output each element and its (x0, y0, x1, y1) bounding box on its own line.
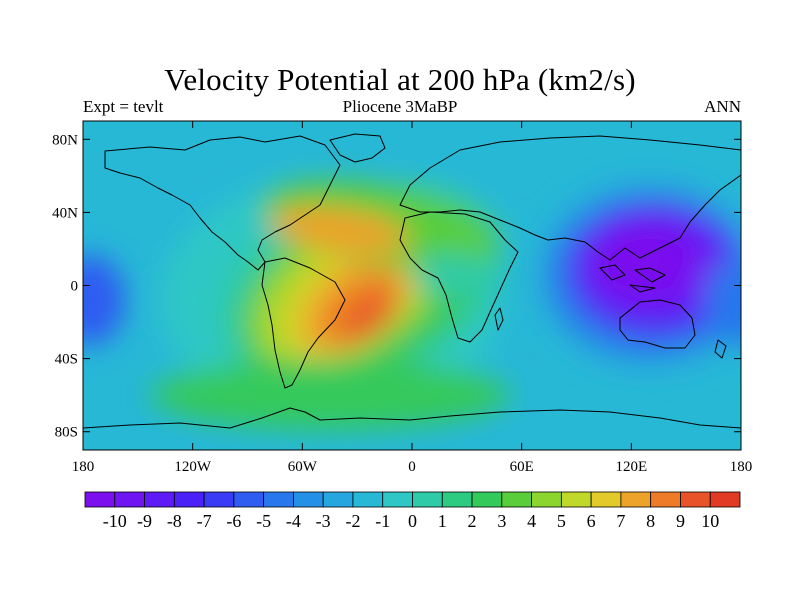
colorbar-label: 5 (557, 511, 566, 531)
colorbar-label: 1 (438, 511, 447, 531)
coastline-south-america (261, 257, 346, 389)
colorbar-swatch (709, 491, 741, 508)
colorbar-swatch (352, 491, 384, 508)
colorbar-swatch (173, 491, 205, 508)
x-tick-label: 120E (615, 459, 647, 475)
field-contour-neg-5 (600, 230, 690, 294)
field-contour-dateline-east (705, 255, 741, 345)
subtitle-experiment: Expt = tevlt (83, 97, 164, 116)
chart-title: Velocity Potential at 200 hPa (km2/s) (164, 62, 636, 97)
field-contour-africa-min (412, 253, 492, 297)
y-tick-label: 40N (52, 205, 78, 221)
colorbar-label: -7 (197, 511, 212, 531)
field-contour-pos-8 (344, 295, 396, 341)
colorbar-label: -5 (256, 511, 271, 531)
colorbar-label: 0 (408, 511, 417, 531)
colorbar-label: 3 (497, 511, 506, 531)
colorbar-label: -1 (375, 511, 390, 531)
field-contour-dateline-west (83, 255, 125, 345)
colorbar-label: -3 (316, 511, 331, 531)
colorbar-label: -8 (167, 511, 182, 531)
colorbar-label: 8 (646, 511, 655, 531)
colorbar-swatch (471, 491, 503, 508)
x-axis: 180 120W 60W 0 60E 120E 180 (72, 121, 753, 475)
coastline-eurasia (399, 135, 741, 261)
colorbar-label: -9 (137, 511, 152, 531)
coastline-greenland (329, 133, 386, 163)
colorbar-swatch (531, 491, 562, 508)
x-tick-label: 60E (510, 459, 534, 475)
colorbar: -10 -9 -8 -7 -6 -5 -4 -3 -2 -1 0 1 2 3 4 5 6 7 8 9 10 (84, 491, 741, 531)
colorbar-swatch (382, 491, 413, 508)
colorbar-label: 10 (701, 511, 719, 531)
x-tick-label: 0 (408, 459, 416, 475)
coastline-madagascar (494, 307, 504, 331)
colorbar-swatch (114, 491, 145, 508)
colorbar-swatch (144, 491, 175, 508)
colorbar-swatch (84, 491, 116, 508)
colorbar-swatch (680, 491, 711, 508)
colorbar-swatch (501, 491, 532, 508)
colorbar-swatch (650, 491, 681, 508)
colorbar-label: 4 (527, 511, 536, 531)
y-tick-label: 40S (55, 352, 78, 368)
field-contour-north-core (270, 206, 410, 254)
colorbar-swatch (233, 491, 265, 508)
colorbar-label: 7 (616, 511, 625, 531)
field-layer (83, 121, 741, 450)
colorbar-label: -4 (286, 511, 301, 531)
subtitle-season: ANN (704, 97, 741, 116)
colorbar-swatch (203, 491, 235, 508)
colorbar-swatch (560, 491, 592, 508)
coastlines (83, 133, 741, 429)
colorbar-swatch (590, 491, 622, 508)
colorbar-swatch (412, 491, 443, 508)
x-tick-label: 60W (288, 459, 318, 475)
colorbar-swatch (322, 491, 354, 508)
y-tick-label: 80N (52, 132, 78, 148)
coastline-maritime-continent (599, 264, 666, 293)
x-tick-label: 120W (174, 459, 212, 475)
colorbar-label: 9 (676, 511, 685, 531)
colorbar-swatch (293, 491, 324, 508)
colorbar-label: 6 (587, 511, 596, 531)
colorbar-label: 2 (468, 511, 477, 531)
coastline-new-zealand (714, 339, 727, 359)
coastline-australia (619, 299, 696, 349)
x-tick-label: 180 (730, 459, 753, 475)
colorbar-label: -6 (226, 511, 241, 531)
colorbar-label: -2 (345, 511, 360, 531)
colorbar-swatch (620, 491, 652, 508)
colorbar-swatch (441, 491, 473, 508)
colorbar-label: -10 (103, 511, 127, 531)
coastline-antarctica (83, 407, 741, 429)
coastline-africa (399, 211, 519, 343)
subtitle-period: Pliocene 3MaBP (342, 97, 458, 116)
y-tick-label: 0 (71, 279, 79, 295)
coastline-north-america (104, 135, 341, 271)
y-axis: 80N 40N 0 40S 80S (52, 132, 741, 441)
y-tick-label: 80S (55, 425, 78, 441)
x-tick-label: 180 (72, 459, 95, 475)
colorbar-swatch (263, 491, 294, 508)
field-contour-south-belt (150, 360, 510, 430)
